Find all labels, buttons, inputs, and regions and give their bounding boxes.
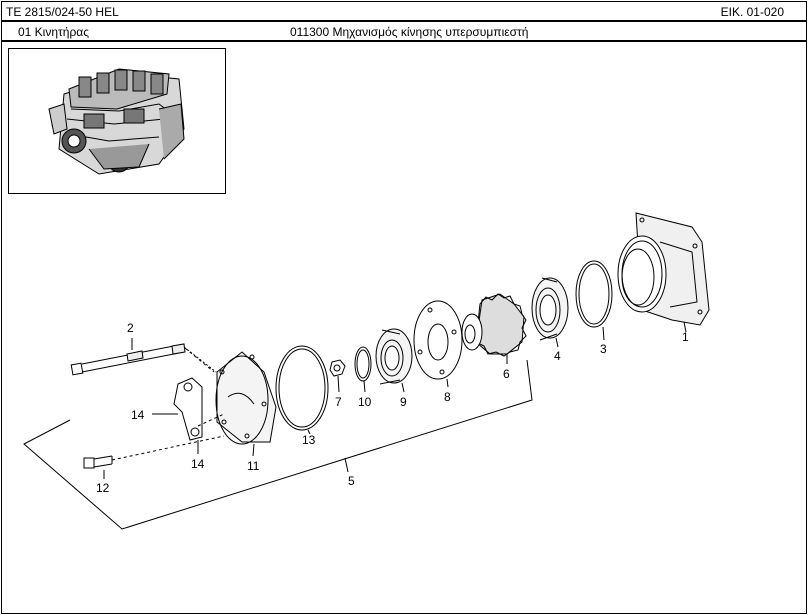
callout-2: 2 [127, 321, 134, 335]
part-bearing-small [375, 328, 413, 385]
part-snap-ring [575, 260, 613, 328]
callout-12: 12 [96, 481, 110, 495]
callout-3: 3 [600, 342, 607, 356]
part-bearing-large [531, 277, 569, 341]
callout-14-left: 14 [131, 408, 145, 422]
callout-8: 8 [444, 390, 451, 404]
callout-5: 5 [348, 474, 355, 488]
callout-4: 4 [554, 349, 561, 363]
callout-10: 10 [358, 395, 372, 409]
part-bracket [173, 377, 203, 441]
callout-labels: 1 3 4 6 8 9 10 7 13 11 5 2 14 14 12 [96, 321, 689, 495]
callout-1: 1 [682, 330, 689, 344]
part-housing [617, 212, 710, 326]
part-nut [329, 359, 346, 377]
header-row-group: 01 Κινητήρας 011300 Μηχανισμός κίνησης υ… [1, 21, 807, 41]
callout-14-bottom: 14 [191, 457, 205, 471]
part-gasket [275, 345, 329, 431]
engine-thumbnail-icon [48, 68, 185, 175]
callout-6: 6 [503, 367, 510, 381]
callout-13: 13 [302, 433, 316, 447]
header-row-model: TE 2815/024-50 HEL EIK. 01-020 [1, 1, 807, 21]
part-short-bolt [83, 435, 225, 469]
figure-number: EIK. 01-020 [720, 5, 784, 19]
part-drive-gear [461, 293, 527, 357]
assembly-label: 011300 Μηχανισμός κίνησης υπερσυμπιεστή [290, 25, 529, 39]
assembly-group-outline [23, 359, 533, 530]
diagram-area: 1 3 4 6 8 9 10 7 13 11 5 2 14 14 12 [1, 41, 807, 614]
callout-11: 11 [247, 459, 260, 473]
part-cover-plate [215, 351, 277, 445]
model-label: TE 2815/024-50 HEL [6, 5, 119, 19]
group-label: 01 Κινητήρας [18, 25, 89, 39]
callout-9: 9 [400, 395, 407, 409]
part-spacer-disc [413, 300, 463, 380]
part-long-bolt [70, 343, 215, 376]
part-circlip [354, 346, 372, 382]
callout-7: 7 [335, 395, 342, 409]
exploded-view: 1 3 4 6 8 9 10 7 13 11 5 2 14 14 12 [23, 212, 710, 530]
engine-thumbnail [8, 48, 226, 194]
